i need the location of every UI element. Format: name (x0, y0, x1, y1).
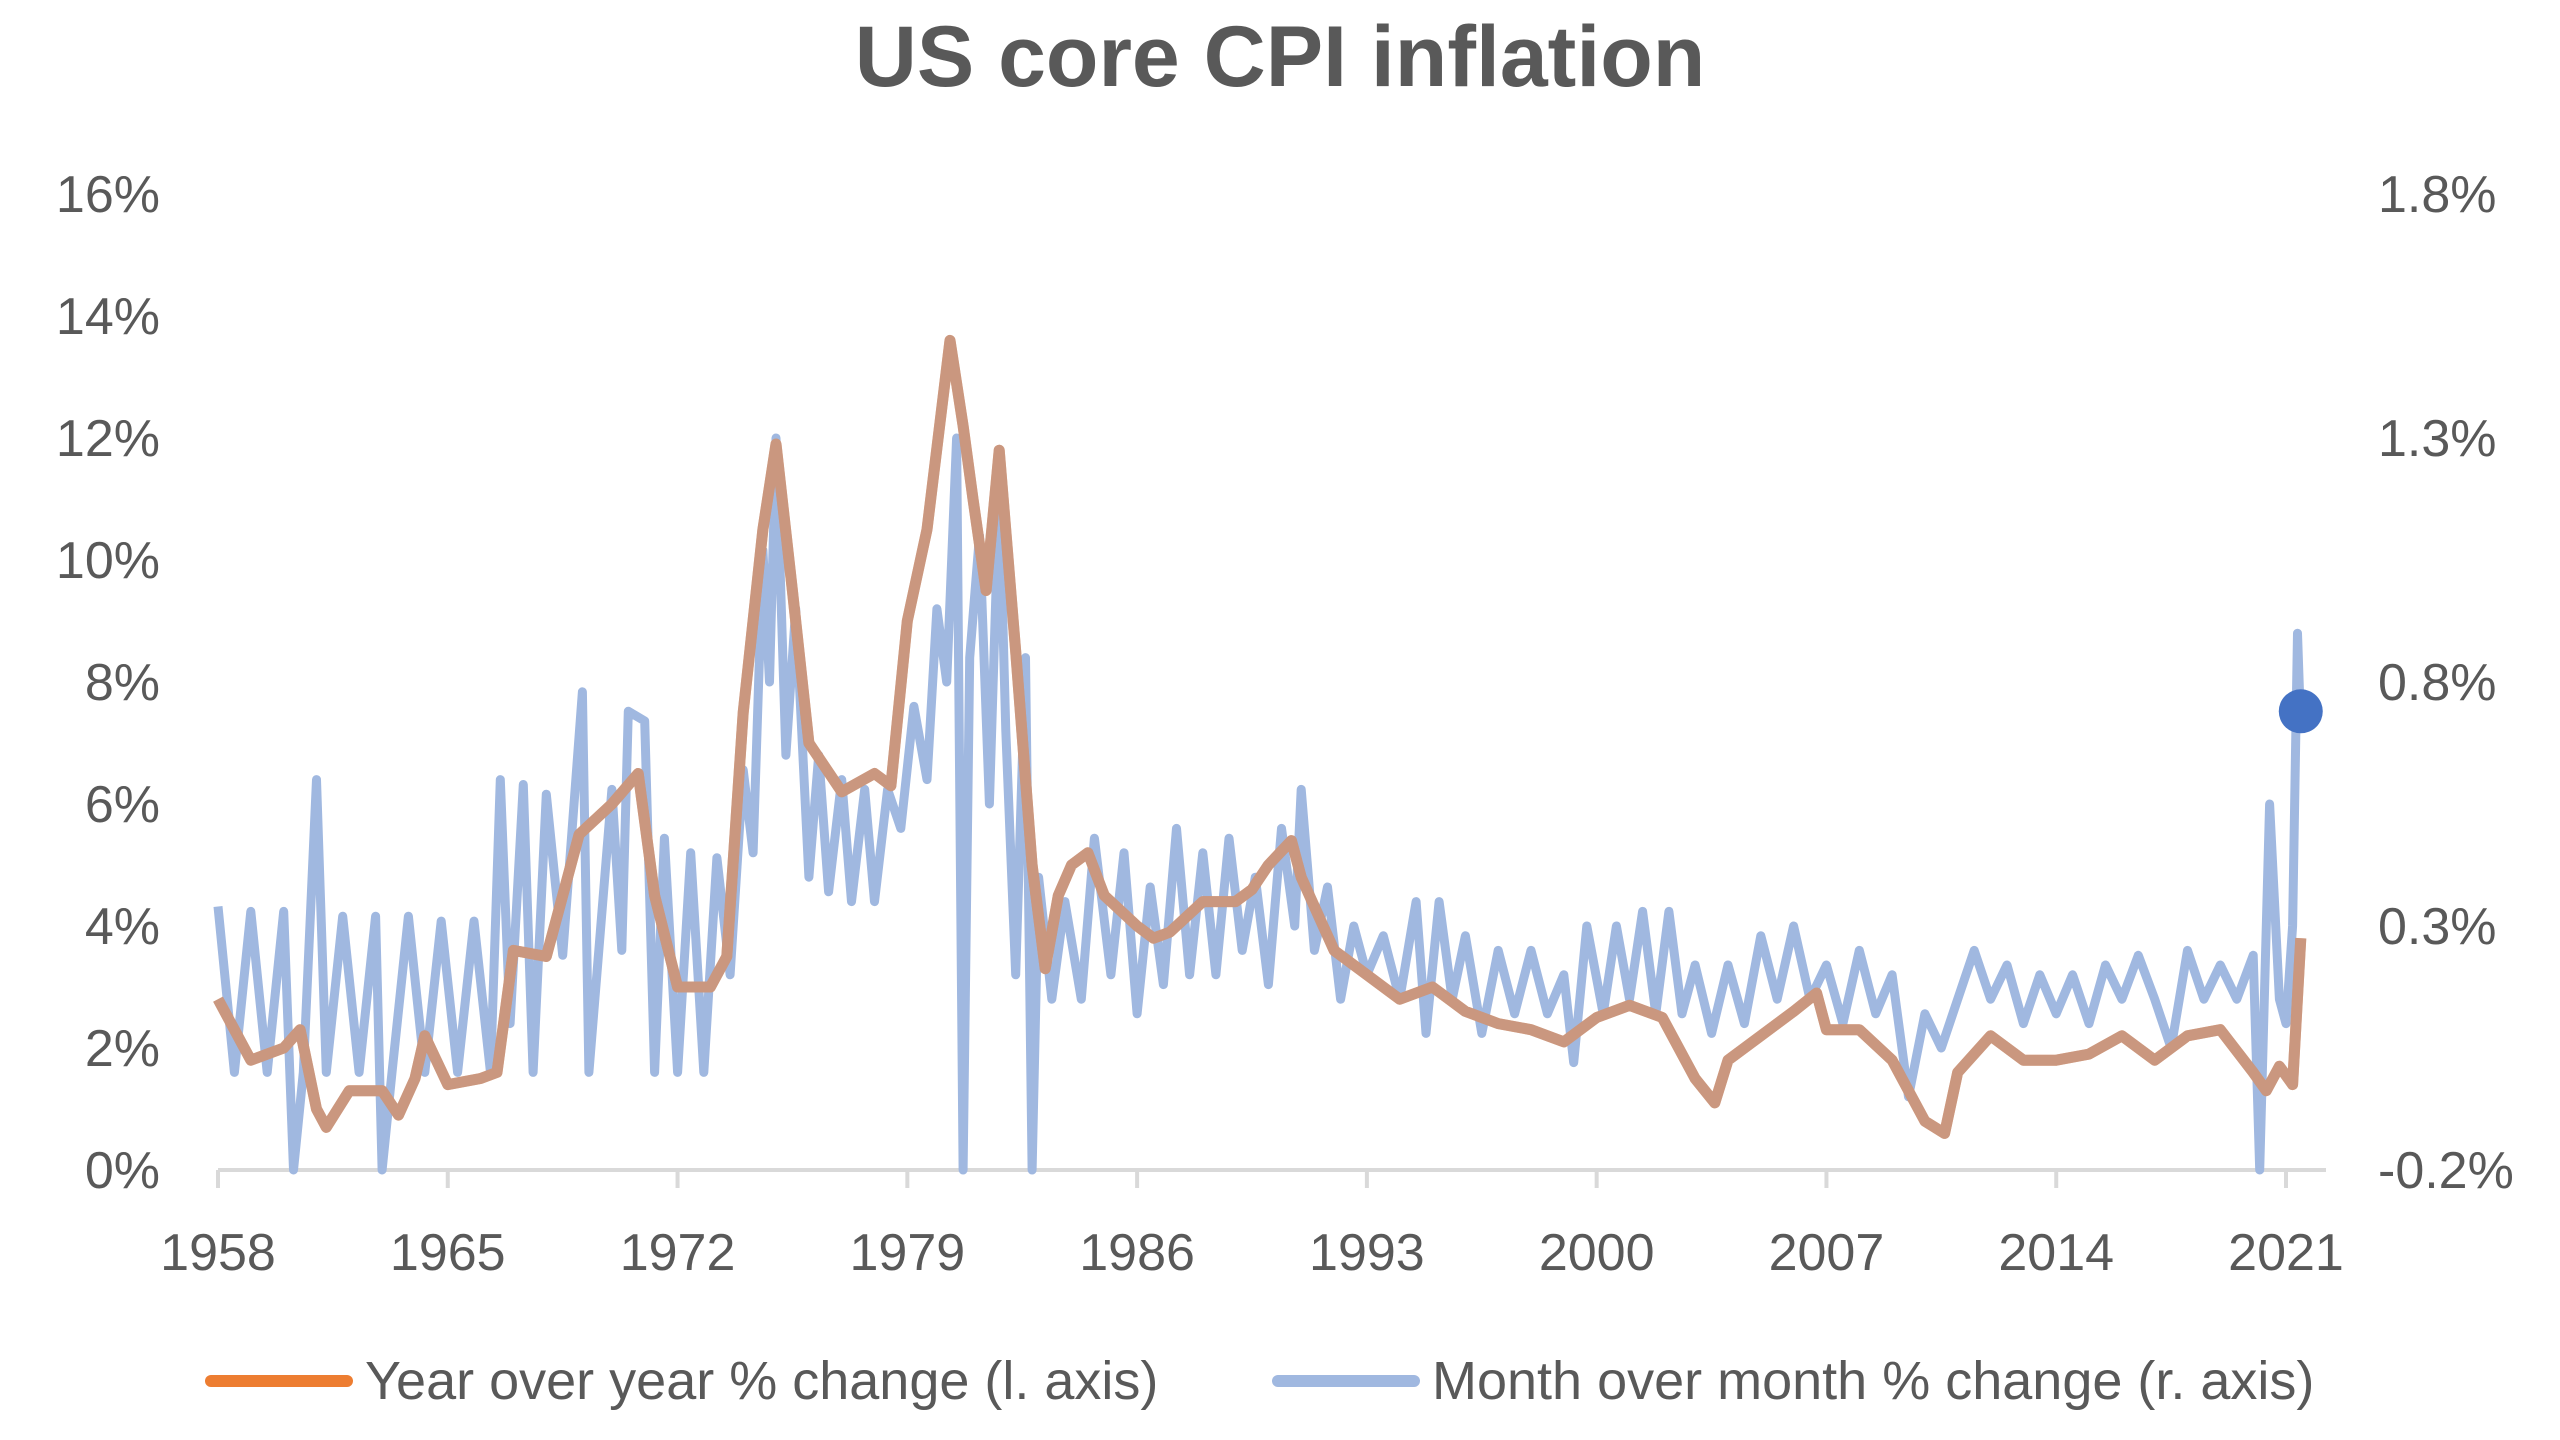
legend-item-mom: Month over month % change (r. axis) (1272, 1350, 2314, 1412)
y-left-tick-label: 4% (85, 898, 160, 956)
y-left-tick-label: 12% (56, 410, 160, 468)
x-tick-label: 1986 (1079, 1224, 1195, 1282)
x-tick-label: 1958 (160, 1224, 276, 1282)
series-line-yoy (213, 334, 2307, 1139)
chart-title: US core CPI inflation (854, 9, 1706, 105)
y-right-tick-label: 1.3% (2378, 410, 2497, 468)
x-tick-label: 2007 (1769, 1224, 1885, 1282)
x-tick-label: 1993 (1309, 1224, 1425, 1282)
y-left-tick-label: 14% (56, 288, 160, 346)
y-left-tick-label: 16% (56, 166, 160, 224)
y-right-tick-label: 0.8% (2378, 654, 2497, 712)
y-right-tick-label: 1.8% (2378, 166, 2497, 224)
legend: Year over year % change (l. axis) Month … (0, 1350, 2560, 1430)
x-tick-label: 1979 (849, 1224, 965, 1282)
series-line-yoy-overlap (213, 334, 2307, 1139)
y-right-tick-label: 0.3% (2378, 898, 2497, 956)
y-left-tick-label: 10% (56, 532, 160, 590)
legend-swatch-mom (1272, 1375, 1420, 1387)
x-tick-label: 2000 (1539, 1224, 1655, 1282)
legend-item-yoy: Year over year % change (l. axis) (205, 1350, 1158, 1412)
y-left-tick-label: 8% (85, 654, 160, 712)
y-right-tick-label: -0.2% (2378, 1142, 2514, 1200)
highlight-point (2278, 689, 2323, 734)
legend-swatch-yoy (205, 1375, 353, 1387)
x-tick-label: 1965 (390, 1224, 506, 1282)
series-line-mom (213, 433, 2306, 1175)
legend-label-mom: Month over month % change (r. axis) (1432, 1351, 2315, 1411)
y-left-tick-label: 2% (85, 1020, 160, 1078)
x-tick-label: 2014 (1998, 1224, 2114, 1282)
legend-label-yoy: Year over year % change (l. axis) (365, 1351, 1159, 1411)
y-left-tick-label: 6% (85, 776, 160, 834)
x-tick-label: 2021 (2228, 1224, 2344, 1282)
y-left-tick-label: 0% (85, 1142, 160, 1200)
x-tick-label: 1972 (620, 1224, 736, 1282)
